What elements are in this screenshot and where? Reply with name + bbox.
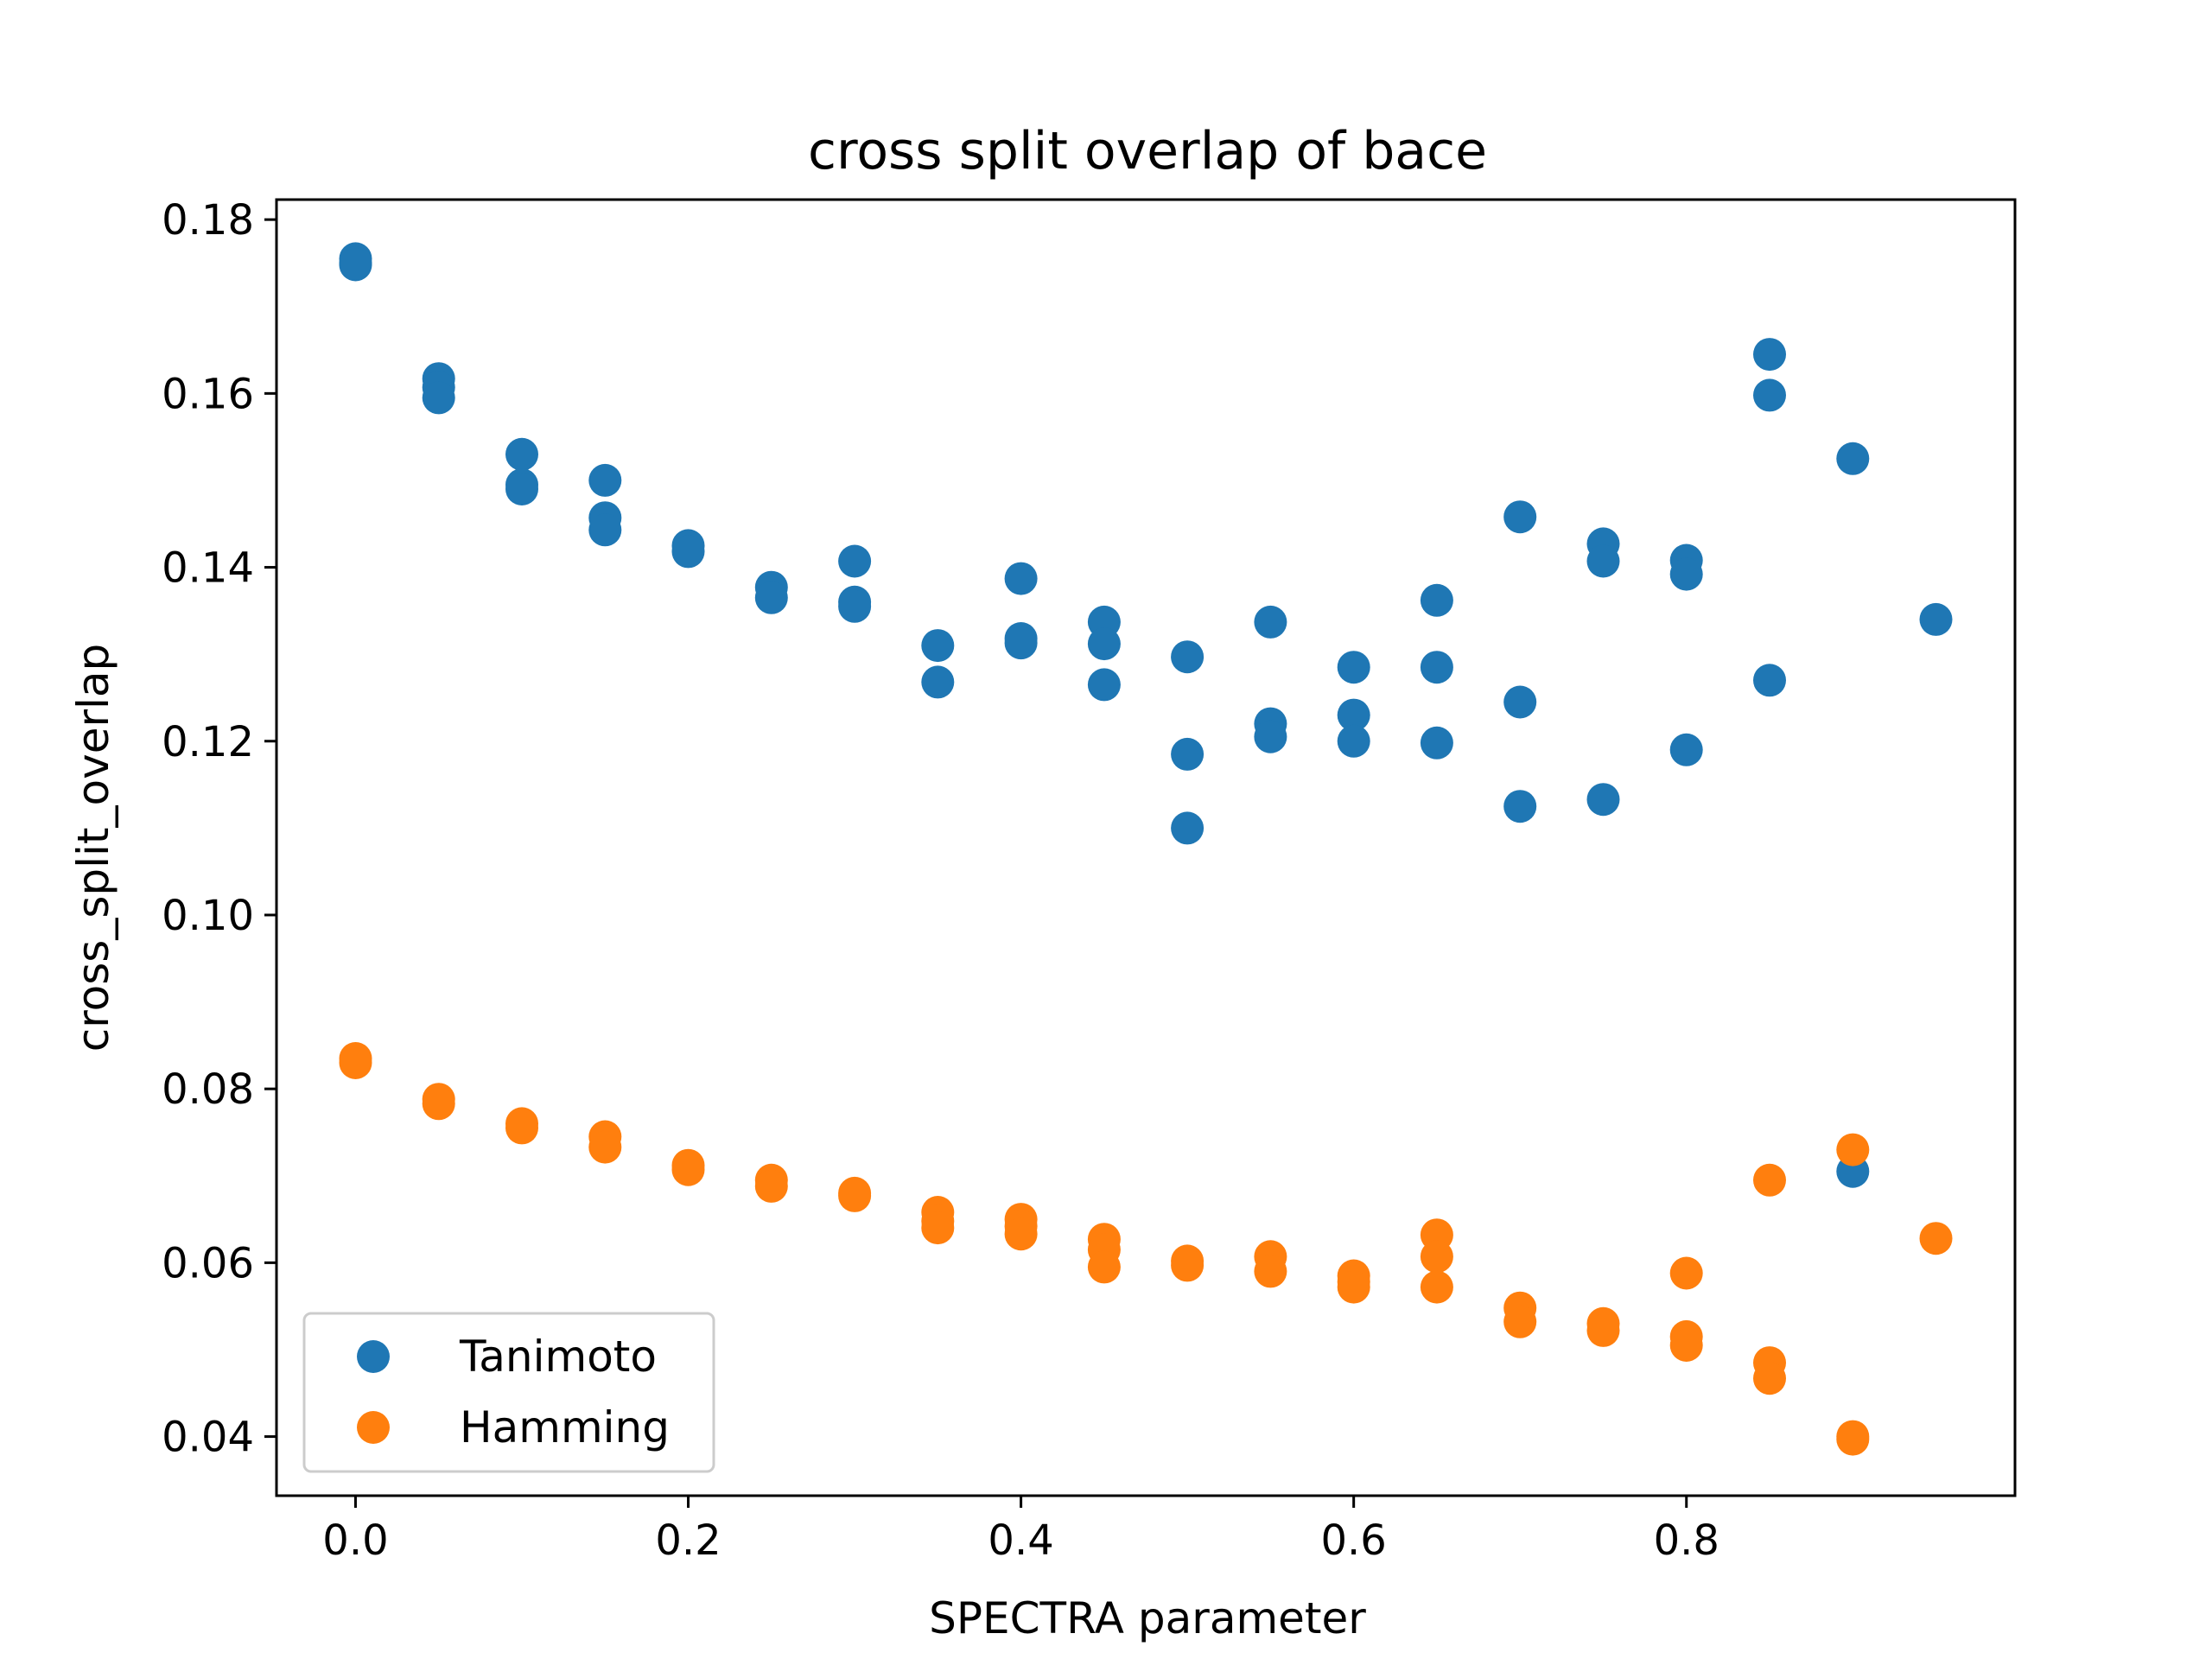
point-tanimoto-36 (1420, 583, 1453, 617)
point-tanimoto-26 (1087, 668, 1121, 702)
point-tanimoto-21 (1004, 562, 1038, 595)
legend-frame (302, 1312, 715, 1473)
point-hamming-7 (588, 1130, 622, 1164)
point-tanimoto-33 (1337, 651, 1370, 684)
point-tanimoto-5 (422, 381, 455, 415)
y-tick-label: 0.12 (162, 718, 254, 766)
point-hamming-3 (422, 1087, 455, 1121)
point-tanimoto-27 (1171, 640, 1205, 674)
y-tick-label: 0.16 (162, 370, 254, 418)
x-axis-label: SPECTRA parameter (929, 1593, 1366, 1643)
plot-frame (275, 198, 2017, 1497)
point-tanimoto-16 (838, 544, 872, 578)
point-tanimoto-48 (1753, 338, 1786, 372)
point-tanimoto-53 (1919, 602, 1953, 636)
y-tick-label: 0.06 (162, 1239, 254, 1287)
point-tanimoto-51 (1836, 442, 1870, 475)
chart-title: cross split overlap of bace (808, 121, 1487, 181)
point-tanimoto-32 (1254, 720, 1287, 753)
point-tanimoto-13 (671, 535, 705, 569)
point-hamming-39 (1669, 1329, 1703, 1362)
point-tanimoto-46 (1669, 557, 1703, 591)
points-layer (339, 242, 1953, 1456)
point-hamming-36 (1586, 1313, 1620, 1347)
y-axis: 0.04 0.06 0.08 0.10 0.12 0.14 0.16 0.18 (162, 196, 276, 1462)
point-tanimoto-11 (588, 513, 622, 547)
point-tanimoto-15 (754, 581, 788, 614)
point-tanimoto-20 (921, 665, 955, 699)
point-tanimoto-35 (1337, 724, 1370, 758)
x-tick-label: 0.6 (1320, 1516, 1386, 1565)
point-hamming-31 (1420, 1240, 1453, 1274)
point-hamming-13 (838, 1179, 872, 1212)
point-tanimoto-34 (1337, 698, 1370, 732)
point-hamming-40 (1753, 1163, 1786, 1197)
point-tanimoto-25 (1087, 627, 1121, 661)
x-tick-label: 0.0 (322, 1516, 388, 1565)
point-tanimoto-2 (339, 248, 372, 282)
point-hamming-45 (1836, 1422, 1870, 1456)
y-tick-label: 0.14 (162, 544, 254, 593)
point-hamming-29 (1337, 1270, 1370, 1304)
point-hamming-1 (339, 1046, 372, 1079)
point-tanimoto-28 (1171, 737, 1205, 771)
point-hamming-42 (1753, 1362, 1786, 1395)
point-tanimoto-8 (505, 473, 538, 505)
legend-marker-hamming (357, 1411, 390, 1444)
point-tanimoto-30 (1254, 605, 1287, 639)
point-hamming-43 (1836, 1133, 1870, 1166)
point-hamming-5 (505, 1111, 538, 1145)
point-tanimoto-9 (588, 463, 622, 497)
point-hamming-37 (1669, 1256, 1703, 1290)
y-tick-label: 0.18 (162, 196, 254, 245)
point-hamming-16 (921, 1211, 955, 1245)
point-tanimoto-6 (505, 437, 538, 471)
point-tanimoto-43 (1586, 544, 1620, 578)
point-hamming-46 (1919, 1222, 1953, 1255)
point-tanimoto-40 (1503, 685, 1537, 719)
x-tick-label: 0.8 (1654, 1516, 1719, 1565)
point-hamming-34 (1503, 1305, 1537, 1338)
point-tanimoto-37 (1420, 651, 1453, 684)
point-hamming-11 (754, 1169, 788, 1203)
y-tick-label: 0.10 (162, 892, 254, 940)
y-tick-label: 0.04 (162, 1414, 254, 1462)
point-hamming-26 (1254, 1255, 1287, 1288)
point-tanimoto-39 (1503, 500, 1537, 534)
point-tanimoto-38 (1420, 726, 1453, 760)
y-axis-label: cross_split_overlap (68, 644, 118, 1052)
point-tanimoto-41 (1503, 790, 1537, 823)
point-hamming-24 (1171, 1249, 1205, 1282)
legend: Tanimoto Hamming (302, 1312, 715, 1473)
point-tanimoto-19 (921, 629, 955, 663)
legend-label-hamming: Hamming (460, 1402, 670, 1452)
point-hamming-32 (1420, 1270, 1453, 1304)
point-tanimoto-18 (838, 589, 872, 623)
legend-marker-tanimoto (357, 1340, 390, 1373)
point-tanimoto-29 (1171, 811, 1205, 845)
y-tick-label: 0.08 (162, 1065, 254, 1114)
point-hamming-9 (671, 1153, 705, 1186)
x-axis: 0.0 0.2 0.4 0.6 0.8 (322, 1496, 1719, 1565)
legend-label-tanimoto: Tanimoto (459, 1332, 657, 1382)
point-tanimoto-50 (1753, 664, 1786, 697)
point-tanimoto-49 (1753, 378, 1786, 412)
x-tick-label: 0.2 (655, 1516, 721, 1565)
point-hamming-19 (1004, 1217, 1038, 1251)
x-tick-label: 0.4 (988, 1516, 1053, 1565)
point-hamming-22 (1087, 1250, 1121, 1284)
point-tanimoto-44 (1586, 783, 1620, 817)
point-tanimoto-47 (1669, 733, 1703, 766)
point-tanimoto-23 (1004, 626, 1038, 660)
